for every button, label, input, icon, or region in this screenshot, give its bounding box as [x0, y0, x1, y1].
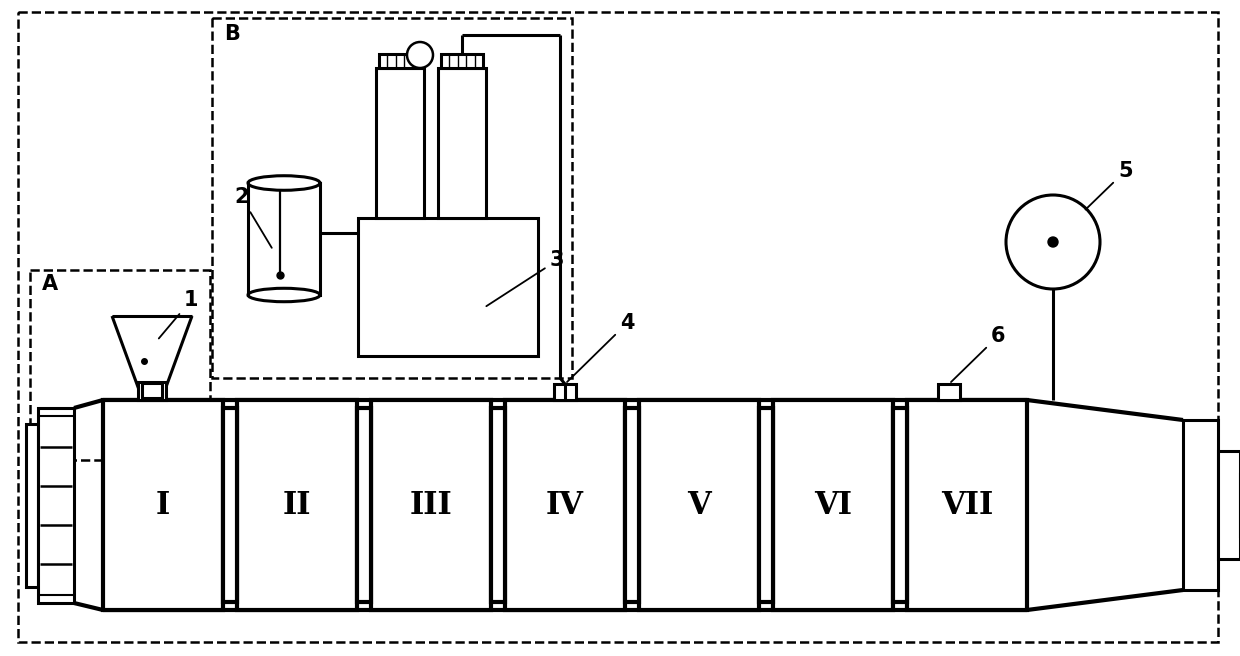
Bar: [358, 218, 538, 356]
Bar: [212, 18, 572, 378]
Bar: [30, 270, 210, 460]
Bar: [371, 400, 491, 610]
Text: 3: 3: [486, 251, 564, 306]
Bar: [505, 400, 625, 610]
Text: B: B: [224, 24, 239, 44]
Ellipse shape: [248, 288, 320, 302]
Text: VII: VII: [941, 489, 993, 520]
Bar: [357, 408, 371, 602]
Text: IV: IV: [546, 489, 584, 520]
Bar: [639, 400, 759, 610]
Text: VI: VI: [813, 489, 852, 520]
Text: V: V: [687, 489, 711, 520]
Bar: [26, 424, 38, 587]
Circle shape: [407, 42, 433, 68]
Bar: [759, 408, 773, 602]
Bar: [38, 408, 74, 603]
Bar: [441, 54, 484, 68]
Bar: [143, 383, 162, 398]
Bar: [773, 400, 893, 610]
Circle shape: [1048, 237, 1058, 247]
Bar: [906, 400, 1027, 610]
Text: A: A: [42, 274, 58, 294]
Bar: [223, 408, 237, 602]
Bar: [376, 68, 424, 218]
Text: 4: 4: [567, 313, 635, 382]
Bar: [103, 400, 223, 610]
Circle shape: [1006, 195, 1100, 289]
Ellipse shape: [248, 176, 320, 190]
Bar: [491, 408, 505, 602]
Bar: [138, 382, 166, 400]
Text: III: III: [409, 489, 453, 520]
Bar: [893, 408, 906, 602]
Bar: [438, 68, 486, 218]
Text: 2: 2: [234, 187, 272, 248]
Text: 6: 6: [951, 326, 1006, 382]
Text: 5: 5: [1085, 161, 1132, 209]
Text: I: I: [156, 489, 170, 520]
Bar: [248, 183, 320, 295]
Bar: [1218, 451, 1240, 560]
Bar: [937, 384, 960, 400]
Text: II: II: [283, 489, 311, 520]
Bar: [554, 384, 577, 400]
Bar: [379, 54, 422, 68]
Bar: [625, 408, 639, 602]
Bar: [237, 400, 357, 610]
Bar: [1183, 420, 1218, 590]
Text: 1: 1: [159, 290, 198, 338]
